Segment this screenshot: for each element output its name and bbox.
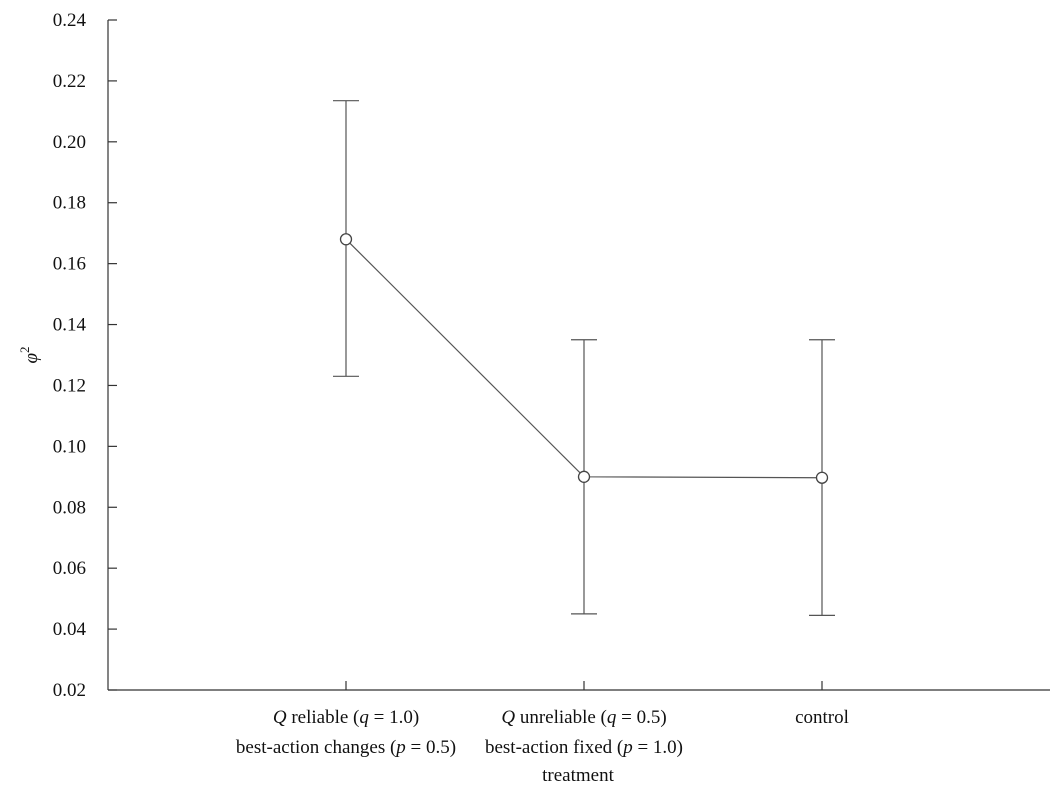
y-tick-label: 0.10: [53, 436, 86, 457]
y-axis-label: φ2: [17, 346, 42, 363]
y-tick-label: 0.24: [53, 10, 87, 31]
y-ticks-group: 0.02 0.04 0.06 0.08 0.10 0.12 0.14 0.16 0.18 0.20…: [53, 10, 117, 701]
x-ticks-group: Q reliable (q = 1.0) best-action changes …: [236, 681, 849, 758]
axes-group: [107, 20, 1050, 691]
y-tick-label: 0.02: [53, 680, 86, 701]
data-point: [815, 471, 829, 484]
x-category-label-line2: best-action changes (p = 0.5): [236, 737, 456, 758]
points-group: [339, 233, 829, 484]
x-category-label-line1: control: [795, 707, 849, 728]
y-tick-label: 0.04: [53, 619, 87, 640]
y-tick-label: 0.20: [53, 132, 86, 153]
y-tick-label: 0.14: [53, 315, 87, 336]
y-tick-label: 0.08: [53, 497, 86, 518]
y-axis-label-group: φ2: [17, 346, 42, 363]
x-category-label-line2: best-action fixed (p = 1.0): [485, 737, 683, 758]
y-tick-label: 0.22: [53, 71, 86, 92]
data-point: [339, 233, 353, 246]
y-tick-label: 0.18: [53, 193, 86, 214]
x-axis-label: treatment: [542, 765, 614, 786]
error-bars-group: [333, 100, 835, 616]
y-tick-label: 0.06: [53, 558, 86, 579]
data-point: [577, 470, 591, 483]
y-axis-label-symbol: φ: [21, 353, 42, 364]
y-tick-label: 0.12: [53, 375, 86, 396]
y-axis-label-superscript: 2: [17, 346, 32, 353]
y-tick-label: 0.16: [53, 254, 86, 275]
x-category-label-line1: Q unreliable (q = 0.5): [501, 707, 666, 728]
x-category-label-line1: Q reliable (q = 1.0): [273, 707, 419, 728]
